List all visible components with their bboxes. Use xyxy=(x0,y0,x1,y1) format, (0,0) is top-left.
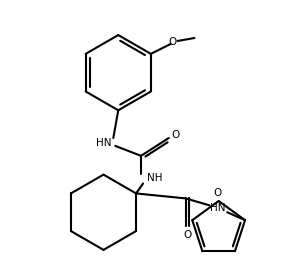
Text: NH: NH xyxy=(147,173,163,183)
Text: O: O xyxy=(214,188,222,198)
Text: O: O xyxy=(172,130,180,140)
Text: O: O xyxy=(183,230,192,240)
Text: HN: HN xyxy=(96,138,111,148)
Text: HN: HN xyxy=(210,203,225,213)
Text: O: O xyxy=(168,37,177,47)
